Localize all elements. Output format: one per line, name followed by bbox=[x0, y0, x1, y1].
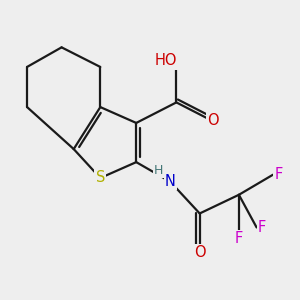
Text: O: O bbox=[207, 112, 219, 128]
Text: HO: HO bbox=[155, 53, 177, 68]
Text: F: F bbox=[274, 167, 283, 182]
Text: S: S bbox=[96, 170, 105, 185]
Text: F: F bbox=[258, 220, 266, 235]
Text: O: O bbox=[194, 245, 206, 260]
Text: F: F bbox=[235, 231, 243, 246]
Text: H: H bbox=[154, 164, 163, 177]
Text: N: N bbox=[165, 174, 176, 189]
